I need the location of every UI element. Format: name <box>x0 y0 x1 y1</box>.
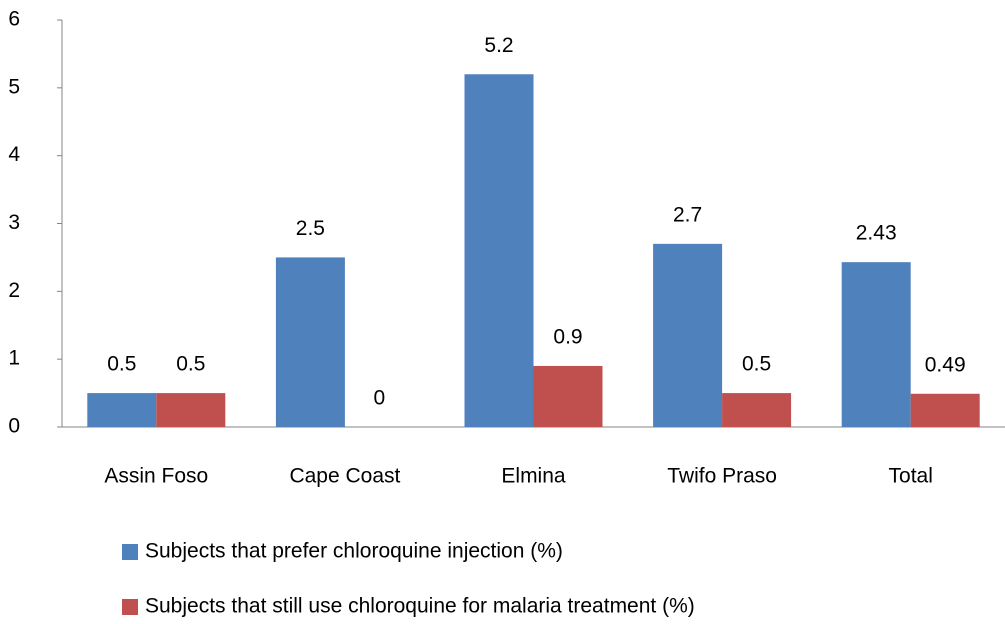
y-tick-label: 0 <box>8 415 20 438</box>
y-tick-label: 6 <box>8 8 20 31</box>
bar <box>87 393 157 427</box>
x-tick-label: Cape Coast <box>289 465 400 488</box>
data-label: 0.9 <box>553 325 582 348</box>
y-tick-label: 1 <box>8 347 20 370</box>
legend-label: Subjects that still use chloroquine for … <box>145 595 695 618</box>
data-label: 2.5 <box>296 217 325 240</box>
legend-label: Subjects that prefer chloroquine injecti… <box>145 540 563 563</box>
data-label: 2.43 <box>856 222 897 245</box>
bar <box>156 393 226 427</box>
x-tick-label: Total <box>889 465 933 488</box>
data-label: 0 <box>374 387 386 410</box>
legend-swatch <box>122 599 138 615</box>
y-tick-label: 3 <box>8 211 20 234</box>
legend-swatch <box>122 544 138 560</box>
data-label: 2.7 <box>673 203 702 226</box>
bar <box>653 243 723 427</box>
bar <box>464 74 534 428</box>
data-label: 5.2 <box>484 34 513 57</box>
bar <box>275 257 345 427</box>
y-tick-label: 4 <box>8 143 20 166</box>
bar <box>722 393 792 427</box>
x-tick-label: Elmina <box>501 465 566 488</box>
x-tick-label: Twifo Praso <box>667 465 777 488</box>
bar <box>841 262 911 427</box>
data-label: 0.5 <box>742 353 771 376</box>
data-label: 0.49 <box>925 353 966 376</box>
x-tick-label: Assin Foso <box>104 465 208 488</box>
data-label: 0.5 <box>176 353 205 376</box>
y-tick-label: 2 <box>8 279 20 302</box>
y-tick-label: 5 <box>8 75 20 98</box>
data-label: 0.5 <box>107 353 136 376</box>
bar <box>910 393 980 427</box>
bar <box>533 365 603 427</box>
